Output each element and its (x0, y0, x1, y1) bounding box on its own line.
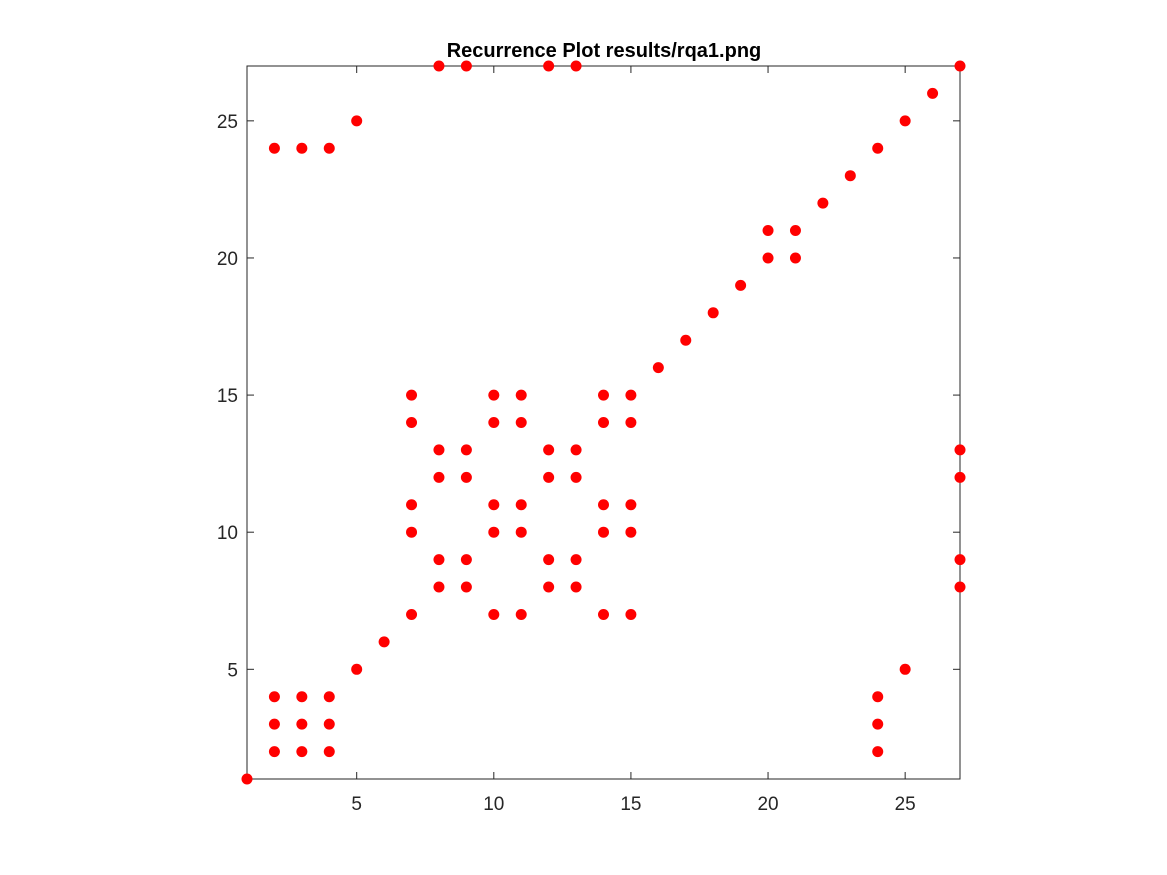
data-point (323, 746, 335, 758)
data-point (625, 389, 637, 401)
data-point (543, 60, 555, 72)
data-point (515, 417, 527, 428)
data-point (406, 526, 418, 538)
data-point (598, 499, 609, 511)
data-point (543, 581, 555, 593)
data-point (268, 746, 280, 758)
data-point (296, 691, 308, 703)
x-tick-label: 10 (483, 794, 504, 815)
data-point (268, 142, 280, 154)
data-point (598, 608, 609, 620)
data-point (378, 636, 390, 648)
data-point (433, 60, 445, 72)
axis-ticks (247, 66, 960, 779)
data-point (515, 389, 527, 401)
data-point (625, 499, 637, 511)
data-point (323, 691, 335, 703)
data-point (680, 334, 692, 346)
data-point (488, 526, 500, 538)
y-tick-label: 10 (217, 523, 238, 544)
data-point (460, 581, 472, 593)
data-point (406, 417, 418, 428)
y-tick-label: 25 (217, 112, 238, 133)
data-point (488, 417, 500, 428)
data-point (460, 444, 472, 456)
data-point (872, 691, 884, 703)
x-tick-label: 20 (757, 794, 778, 815)
data-point (954, 444, 966, 456)
data-point (433, 554, 445, 566)
data-point (570, 444, 582, 456)
data-point (735, 279, 747, 291)
data-point (954, 554, 966, 566)
data-point (598, 389, 609, 401)
data-point (954, 60, 966, 72)
x-tick-label: 5 (351, 794, 362, 815)
y-tick-label: 15 (217, 386, 238, 407)
data-markers (241, 60, 966, 785)
data-point (954, 581, 966, 593)
data-point (296, 142, 308, 154)
data-point (241, 773, 253, 785)
data-point (488, 389, 500, 401)
data-point (598, 526, 609, 538)
data-point (543, 554, 555, 566)
data-point (762, 225, 774, 237)
y-tick-label: 5 (227, 660, 238, 681)
data-point (762, 252, 774, 264)
data-point (598, 417, 609, 428)
data-point (406, 608, 418, 620)
data-point (927, 87, 939, 99)
chart-title: Recurrence Plot results/rqa1.png (447, 40, 762, 62)
data-point (460, 60, 472, 72)
data-point (872, 142, 884, 154)
data-point (844, 170, 856, 182)
data-point (543, 444, 555, 456)
data-point (406, 389, 418, 401)
data-point (570, 471, 582, 483)
data-point (570, 554, 582, 566)
data-point (323, 718, 335, 730)
data-point (625, 526, 637, 538)
data-point (543, 471, 555, 483)
data-point (570, 581, 582, 593)
x-tick-label: 25 (895, 794, 916, 815)
data-point (515, 608, 527, 620)
data-point (268, 718, 280, 730)
data-point (268, 691, 280, 703)
data-point (433, 444, 445, 456)
data-point (899, 115, 911, 127)
data-point (296, 718, 308, 730)
data-point (351, 663, 363, 675)
data-point (515, 499, 527, 511)
data-point (323, 142, 335, 154)
data-point (488, 499, 500, 511)
data-point (954, 471, 966, 483)
y-tick-label: 20 (217, 249, 238, 270)
data-point (872, 718, 884, 730)
data-point (789, 225, 801, 237)
data-point (707, 307, 719, 319)
data-point (625, 608, 637, 620)
data-point (351, 115, 363, 127)
data-point (488, 608, 500, 620)
data-point (406, 499, 418, 511)
data-point (433, 471, 445, 483)
data-point (433, 581, 445, 593)
data-point (817, 197, 829, 209)
data-point (515, 526, 527, 538)
x-tick-label: 15 (620, 794, 641, 815)
data-point (296, 746, 308, 758)
data-point (570, 60, 582, 72)
data-point (460, 471, 472, 483)
data-point (872, 746, 884, 758)
data-point (460, 554, 472, 566)
data-point (652, 362, 664, 374)
data-point (789, 252, 801, 264)
axis-tick-labels: 5 10 15 20 25 5 10 15 20 25 (217, 112, 916, 815)
data-point (899, 663, 911, 675)
data-point (625, 417, 637, 428)
